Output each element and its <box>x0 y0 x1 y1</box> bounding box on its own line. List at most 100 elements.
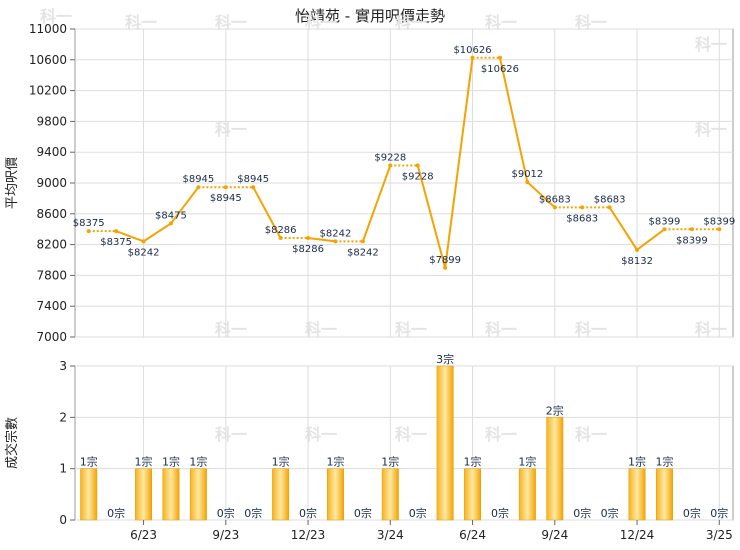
price-point <box>635 247 640 252</box>
x-tick-label: 6/23 <box>130 528 157 542</box>
transaction-bar-label: 2宗 <box>546 403 564 417</box>
transaction-bar-label: 0宗 <box>491 506 509 520</box>
transaction-bar-label: 1宗 <box>326 455 344 469</box>
price-point <box>223 185 228 190</box>
watermark-text: 科一 <box>485 13 517 32</box>
price-data-label: $8683 <box>539 194 571 205</box>
transaction-bar-label: 1宗 <box>381 455 399 469</box>
transaction-bar <box>80 468 98 521</box>
x-tick-label: 9/23 <box>212 528 239 542</box>
watermark-text: 科一 <box>575 320 607 339</box>
transaction-bar-label: 1宗 <box>162 455 180 469</box>
watermark-text: 科一 <box>305 320 337 339</box>
transaction-bar-label: 1宗 <box>272 455 290 469</box>
watermark-text: 科一 <box>395 425 427 444</box>
price-data-label: $9012 <box>511 169 543 180</box>
price-point <box>168 221 173 226</box>
price-data-label: $8375 <box>100 237 132 248</box>
price-data-label: $8945 <box>237 174 269 185</box>
transaction-bar-label: 1宗 <box>655 455 673 469</box>
transaction-bar <box>436 365 454 521</box>
price-data-label: $7899 <box>429 255 461 266</box>
x-tick-label: 12/24 <box>620 528 655 542</box>
price-y-tick-label: 8200 <box>36 238 67 252</box>
price-y-tick-label: 9800 <box>36 114 67 128</box>
watermark-text: 科一 <box>395 320 427 339</box>
price-point <box>470 55 475 60</box>
price-data-label: $8399 <box>703 216 735 227</box>
price-y-tick-label: 10600 <box>29 53 67 67</box>
transaction-bar-label: 0宗 <box>299 506 317 520</box>
transaction-bar-label: 1宗 <box>464 455 482 469</box>
price-y-tick-label: 7800 <box>36 268 67 282</box>
transaction-bar <box>381 468 399 521</box>
price-data-label: $10626 <box>453 45 491 56</box>
x-axis: 6/23 9/23 12/23 3/24 6/24 9/24 12/24 3/25 <box>130 520 733 542</box>
price-point <box>607 205 612 210</box>
watermark-text: 科一 <box>215 120 247 139</box>
price-point <box>360 239 365 244</box>
price-y-tick-label: 7000 <box>36 330 67 344</box>
price-data-label: $8945 <box>182 174 214 185</box>
price-data-label: $9228 <box>374 152 406 163</box>
price-line-panel: 7000 7400 7800 8200 8600 9000 9400 9800 10200 106… <box>5 22 735 344</box>
watermark-text: 科一 <box>40 7 72 26</box>
price-line-segment <box>416 165 447 269</box>
price-point <box>278 235 283 240</box>
watermark-text: 科一 <box>395 13 427 32</box>
watermark-text: 科一 <box>215 320 247 339</box>
transaction-bar-label: 0宗 <box>601 506 619 520</box>
watermark-text: 科一 <box>305 13 337 32</box>
transaction-bar-label: 0宗 <box>244 506 262 520</box>
price-line-segment <box>142 222 172 243</box>
watermark-text: 科一 <box>125 13 157 32</box>
price-line-segment <box>444 57 474 268</box>
transaction-bar <box>135 468 153 521</box>
price-data-label: $8475 <box>155 210 187 221</box>
price-data-label: $8399 <box>649 216 681 227</box>
watermark-text: 科一 <box>485 425 517 444</box>
transaction-bar-panel: 0 1 2 3 成交宗數 1宗 0宗 1宗 1宗 1宗 0宗 0宗 1宗 0宗 1宗 0宗 1宗 0宗 3宗 1宗 0宗… <box>4 352 734 527</box>
price-y-tick-label: 11000 <box>29 22 67 36</box>
price-data-label: $8242 <box>128 247 160 258</box>
transaction-bar-label: 1宗 <box>135 455 153 469</box>
transaction-bar-label: 1宗 <box>80 455 98 469</box>
price-y-axis-title: 平均呎價 <box>5 157 20 209</box>
price-data-label: $8375 <box>73 218 105 229</box>
watermark-text: 科一 <box>575 13 607 32</box>
transaction-bar <box>272 468 290 521</box>
price-line-segment <box>170 186 200 225</box>
transaction-bar-label: 0宗 <box>354 506 372 520</box>
price-point <box>388 163 393 168</box>
watermark-text: 科一 <box>215 13 247 32</box>
price-y-tick-label: 9400 <box>36 145 67 159</box>
x-tick-label: 3/25 <box>706 528 733 542</box>
price-point <box>141 239 146 244</box>
price-data-label: $10626 <box>481 64 519 75</box>
price-data-label: $8683 <box>566 213 598 224</box>
transaction-bar-label: 0宗 <box>107 506 125 520</box>
bar-y-tick-label: 2 <box>59 410 67 424</box>
price-point <box>196 185 201 190</box>
transaction-bar <box>326 468 344 521</box>
price-y-tick-label: 8600 <box>36 207 67 221</box>
price-y-tick-label: 10200 <box>29 84 67 98</box>
watermark-text: 科一 <box>695 320 727 339</box>
transaction-bar-label: 1宗 <box>189 455 207 469</box>
bar-y-tick-label: 3 <box>59 359 67 373</box>
bar-y-axis-title: 成交宗數 <box>4 417 20 469</box>
price-line-segment <box>636 228 666 251</box>
transaction-bar-label: 0宗 <box>710 506 728 520</box>
price-point <box>662 227 667 232</box>
price-point <box>580 205 585 210</box>
transaction-bar <box>162 468 180 521</box>
transaction-bar-label: 1宗 <box>518 455 536 469</box>
price-point <box>114 229 119 234</box>
price-line-segment <box>115 230 144 243</box>
price-data-label: $8242 <box>320 228 352 239</box>
bar-y-tick-label: 0 <box>59 513 67 527</box>
watermark-text: 科一 <box>215 425 247 444</box>
transaction-bar <box>518 468 536 521</box>
watermark-text: 科一 <box>695 120 727 139</box>
